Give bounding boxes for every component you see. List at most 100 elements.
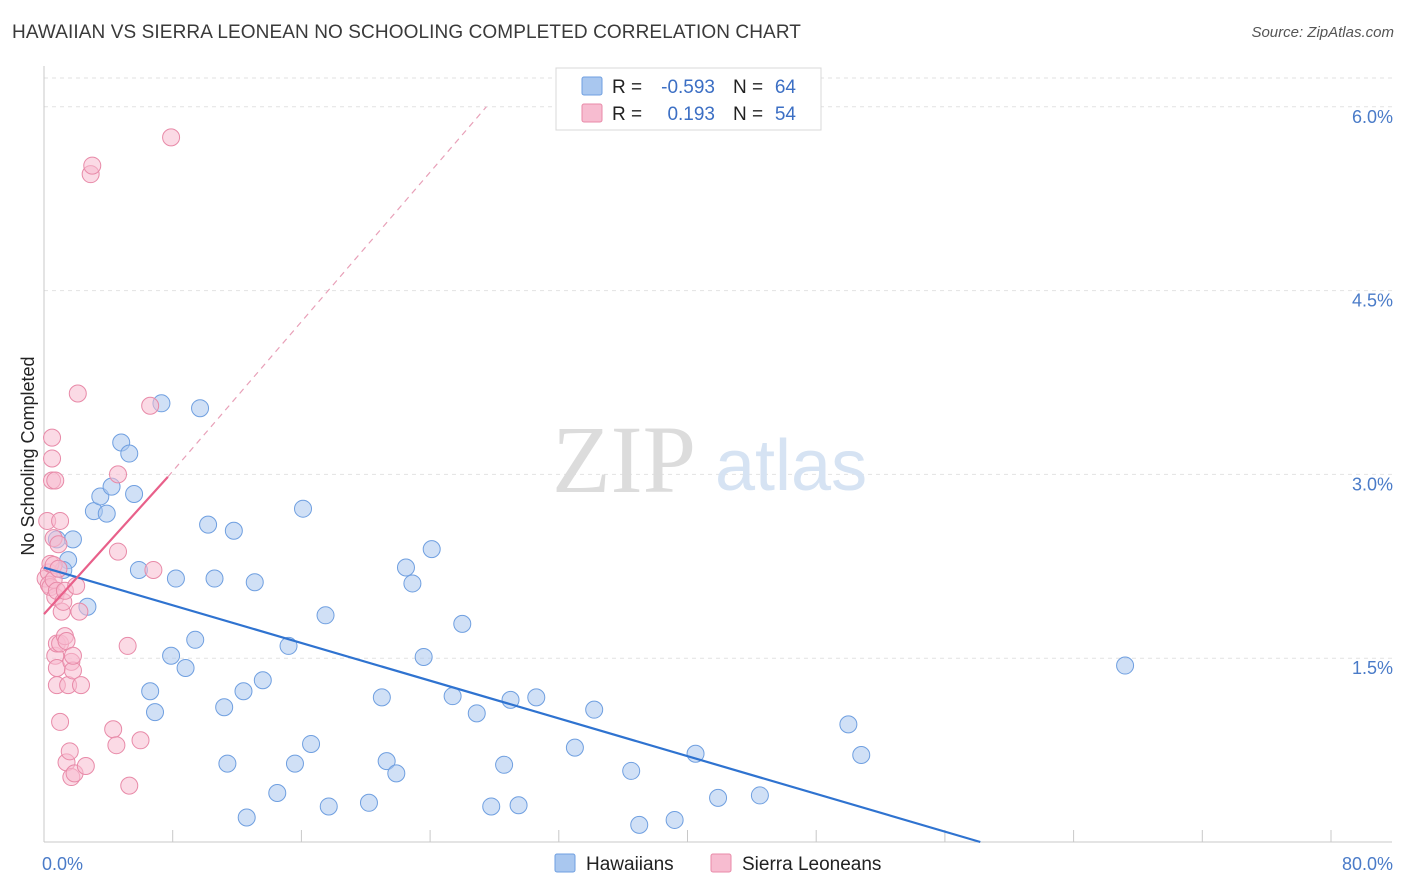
x-tick-label: 80.0%	[1342, 854, 1393, 874]
point-hawaiians	[166, 569, 185, 588]
point-hawaiians	[302, 734, 321, 753]
point-hawaiians	[852, 745, 871, 764]
point-hawaiians	[403, 574, 422, 593]
point-hawaiians	[253, 671, 272, 690]
point-hawaiians	[245, 573, 264, 592]
point-sierra-leonean	[46, 471, 65, 490]
point-hawaiians	[218, 754, 237, 773]
point-hawaiians	[750, 786, 769, 805]
point-hawaiians	[377, 752, 396, 771]
correlation-legend: R = -0.593 N = 64 R = 0.193 N = 54	[555, 67, 822, 131]
point-sierra-leonean	[51, 511, 70, 530]
point-sierra-leonean	[68, 384, 87, 403]
gridlines	[44, 77, 1392, 659]
trend-line-sierra-leoneans	[43, 476, 169, 615]
point-sierra-leonean	[49, 559, 68, 578]
point-hawaiians	[622, 761, 641, 780]
legend-swatch-sierra-leoneans	[581, 103, 603, 123]
chart-title: HAWAIIAN VS SIERRA LEONEAN NO SCHOOLING …	[12, 22, 802, 43]
point-hawaiians	[224, 521, 243, 540]
point-hawaiians	[709, 788, 728, 807]
point-hawaiians	[285, 754, 304, 773]
point-hawaiians	[359, 793, 378, 812]
legend-swatch-sierra-leoneans	[710, 853, 732, 873]
point-hawaiians	[319, 797, 338, 816]
point-hawaiians	[665, 810, 684, 829]
legend-r-label: R =	[612, 77, 642, 98]
point-hawaiians	[585, 700, 604, 719]
watermark-zip: ZIP	[552, 406, 696, 513]
point-hawaiians	[186, 630, 205, 649]
point-hawaiians	[191, 399, 210, 418]
point-hawaiians	[141, 682, 160, 701]
point-hawaiians	[396, 558, 415, 577]
legend-label-hawaiians: Hawaiians	[586, 854, 674, 875]
point-sierra-leonean	[104, 720, 123, 739]
point-sierra-leonean	[60, 742, 79, 761]
point-hawaiians	[387, 764, 406, 783]
point-hawaiians	[1116, 656, 1135, 675]
point-hawaiians	[630, 815, 649, 834]
y-tick-label: 4.5%	[1352, 291, 1393, 311]
legend-r-label: R =	[612, 104, 642, 125]
legend-n-value-sierra-leoneans: 54	[775, 104, 797, 125]
point-hawaiians	[443, 687, 462, 706]
source-label: Source: ZipAtlas.com	[1251, 24, 1394, 41]
point-sierra-leonean	[120, 776, 139, 795]
point-sierra-leonean	[43, 449, 62, 468]
point-hawaiians	[237, 808, 256, 827]
point-hawaiians	[205, 569, 224, 588]
point-sierra-leonean	[118, 636, 137, 655]
point-hawaiians	[372, 688, 391, 707]
point-sierra-leonean	[131, 731, 150, 750]
point-hawaiians	[199, 515, 218, 534]
legend-swatch-hawaiians	[581, 76, 603, 96]
watermark: ZIP atlas	[552, 406, 867, 513]
point-sierra-leonean	[141, 396, 160, 415]
point-hawaiians	[215, 698, 234, 717]
y-axis-title: No Schooling Completed	[18, 356, 38, 555]
point-hawaiians	[125, 484, 144, 503]
point-sierra-leonean	[83, 156, 102, 175]
point-sierra-leonean	[43, 428, 62, 447]
point-sierra-leonean	[109, 542, 128, 561]
point-hawaiians	[162, 646, 181, 665]
legend-n-label: N =	[733, 77, 763, 98]
point-hawaiians	[294, 499, 313, 518]
trend-lines	[43, 106, 981, 844]
legend-label-sierra-leoneans: Sierra Leoneans	[742, 854, 881, 875]
y-tick-label: 3.0%	[1352, 474, 1393, 494]
point-hawaiians	[495, 755, 514, 774]
point-sierra-leonean	[70, 602, 89, 621]
point-hawaiians	[268, 783, 287, 802]
point-sierra-leonean	[49, 535, 68, 554]
point-sierra-leonean	[72, 676, 91, 695]
trend-line-hawaiians	[43, 566, 981, 844]
point-sierra-leonean	[107, 736, 126, 755]
point-sierra-leonean	[109, 465, 128, 484]
point-sierra-leonean	[144, 560, 163, 579]
legend-swatch-hawaiians	[554, 853, 576, 873]
point-hawaiians	[453, 614, 472, 633]
point-hawaiians	[839, 715, 858, 734]
point-hawaiians	[414, 647, 433, 666]
point-hawaiians	[527, 688, 546, 707]
point-hawaiians	[97, 504, 116, 523]
watermark-atlas: atlas	[715, 426, 867, 506]
series-legend: Hawaiians Sierra Leoneans	[554, 853, 881, 875]
point-hawaiians	[279, 636, 298, 655]
point-sierra-leonean	[76, 757, 95, 776]
point-hawaiians	[234, 682, 253, 701]
point-hawaiians	[146, 703, 165, 722]
trend-extension-sierra-leoneans	[167, 106, 487, 478]
y-tick-label: 1.5%	[1352, 658, 1393, 678]
point-hawaiians	[482, 797, 501, 816]
legend-n-label: N =	[733, 104, 763, 125]
tick-labels: 1.5% 3.0% 4.5% 6.0% 0.0% 80.0%	[42, 107, 1393, 874]
point-hawaiians	[316, 606, 335, 625]
point-sierra-leonean	[162, 128, 181, 147]
legend-r-value-hawaiians: -0.593	[661, 77, 715, 98]
point-hawaiians	[467, 704, 486, 723]
point-hawaiians	[422, 540, 441, 559]
